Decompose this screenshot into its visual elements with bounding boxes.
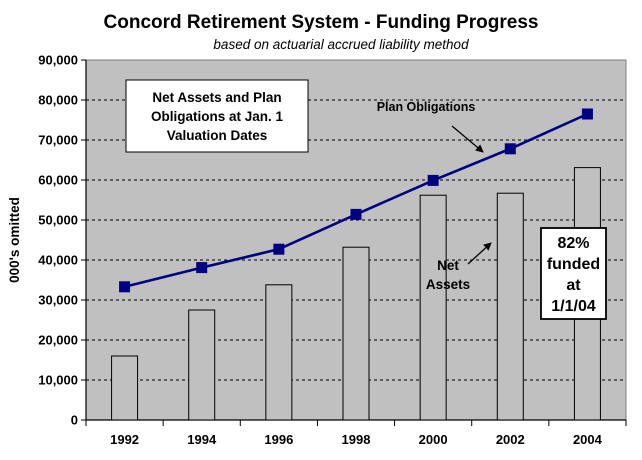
- marker-plan-obligations: [119, 281, 131, 293]
- x-tick-label: 2004: [573, 432, 603, 447]
- plan-obligations-arrow: [451, 125, 484, 153]
- y-tick-label: 0: [71, 413, 78, 428]
- x-tick-label: 1998: [342, 432, 371, 447]
- net-assets-label: Assets: [426, 277, 470, 292]
- info-box-text: Net Assets and Plan: [152, 90, 281, 105]
- bar-net-assets: [111, 355, 139, 421]
- marker-plan-obligations: [581, 108, 593, 120]
- info-box-text: Valuation Dates: [167, 128, 268, 143]
- funded-text: 82%: [557, 235, 589, 252]
- x-tick-label: 2002: [496, 432, 525, 447]
- bar-net-assets: [496, 192, 524, 421]
- y-axis-label: 000's omitted: [7, 197, 22, 283]
- y-tick-label: 60,000: [38, 173, 78, 188]
- marker-plan-obligations: [273, 243, 285, 255]
- x-tick-label: 2000: [419, 432, 448, 447]
- plan-obligations-label: Plan Obligations: [377, 100, 476, 114]
- bar-net-assets: [342, 246, 370, 421]
- net-assets-arrow: [467, 242, 492, 265]
- y-tick-label: 70,000: [38, 133, 78, 148]
- net-assets-label: Net: [437, 258, 459, 273]
- x-tick-label: 1992: [110, 432, 139, 447]
- y-tick-label: 10,000: [38, 373, 78, 388]
- bar-net-assets: [188, 309, 216, 421]
- y-tick-label: 90,000: [38, 53, 78, 68]
- marker-plan-obligations: [504, 143, 516, 155]
- y-tick-label: 80,000: [38, 93, 78, 108]
- chart-subtitle: based on actuarial accrued liability met…: [213, 37, 469, 52]
- marker-plan-obligations: [196, 262, 208, 274]
- x-tick-label: 1996: [264, 432, 293, 447]
- funded-text: at: [566, 277, 581, 294]
- bar-net-assets: [265, 284, 293, 421]
- marker-plan-obligations: [350, 208, 362, 220]
- y-tick-label: 40,000: [38, 253, 78, 268]
- chart-title: Concord Retirement System - Funding Prog…: [103, 12, 539, 33]
- bar-net-assets: [419, 194, 447, 421]
- funded-text: funded: [547, 256, 600, 273]
- y-tick-label: 20,000: [38, 333, 78, 348]
- info-box: [125, 79, 309, 153]
- x-tick-label: 1994: [187, 432, 217, 447]
- y-tick-label: 30,000: [38, 293, 78, 308]
- y-tick-label: 50,000: [38, 213, 78, 228]
- funded-text: 1/1/04: [551, 298, 596, 315]
- funded-box: [540, 227, 607, 320]
- info-box-text: Obligations at Jan. 1: [151, 109, 284, 124]
- marker-plan-obligations: [427, 174, 439, 186]
